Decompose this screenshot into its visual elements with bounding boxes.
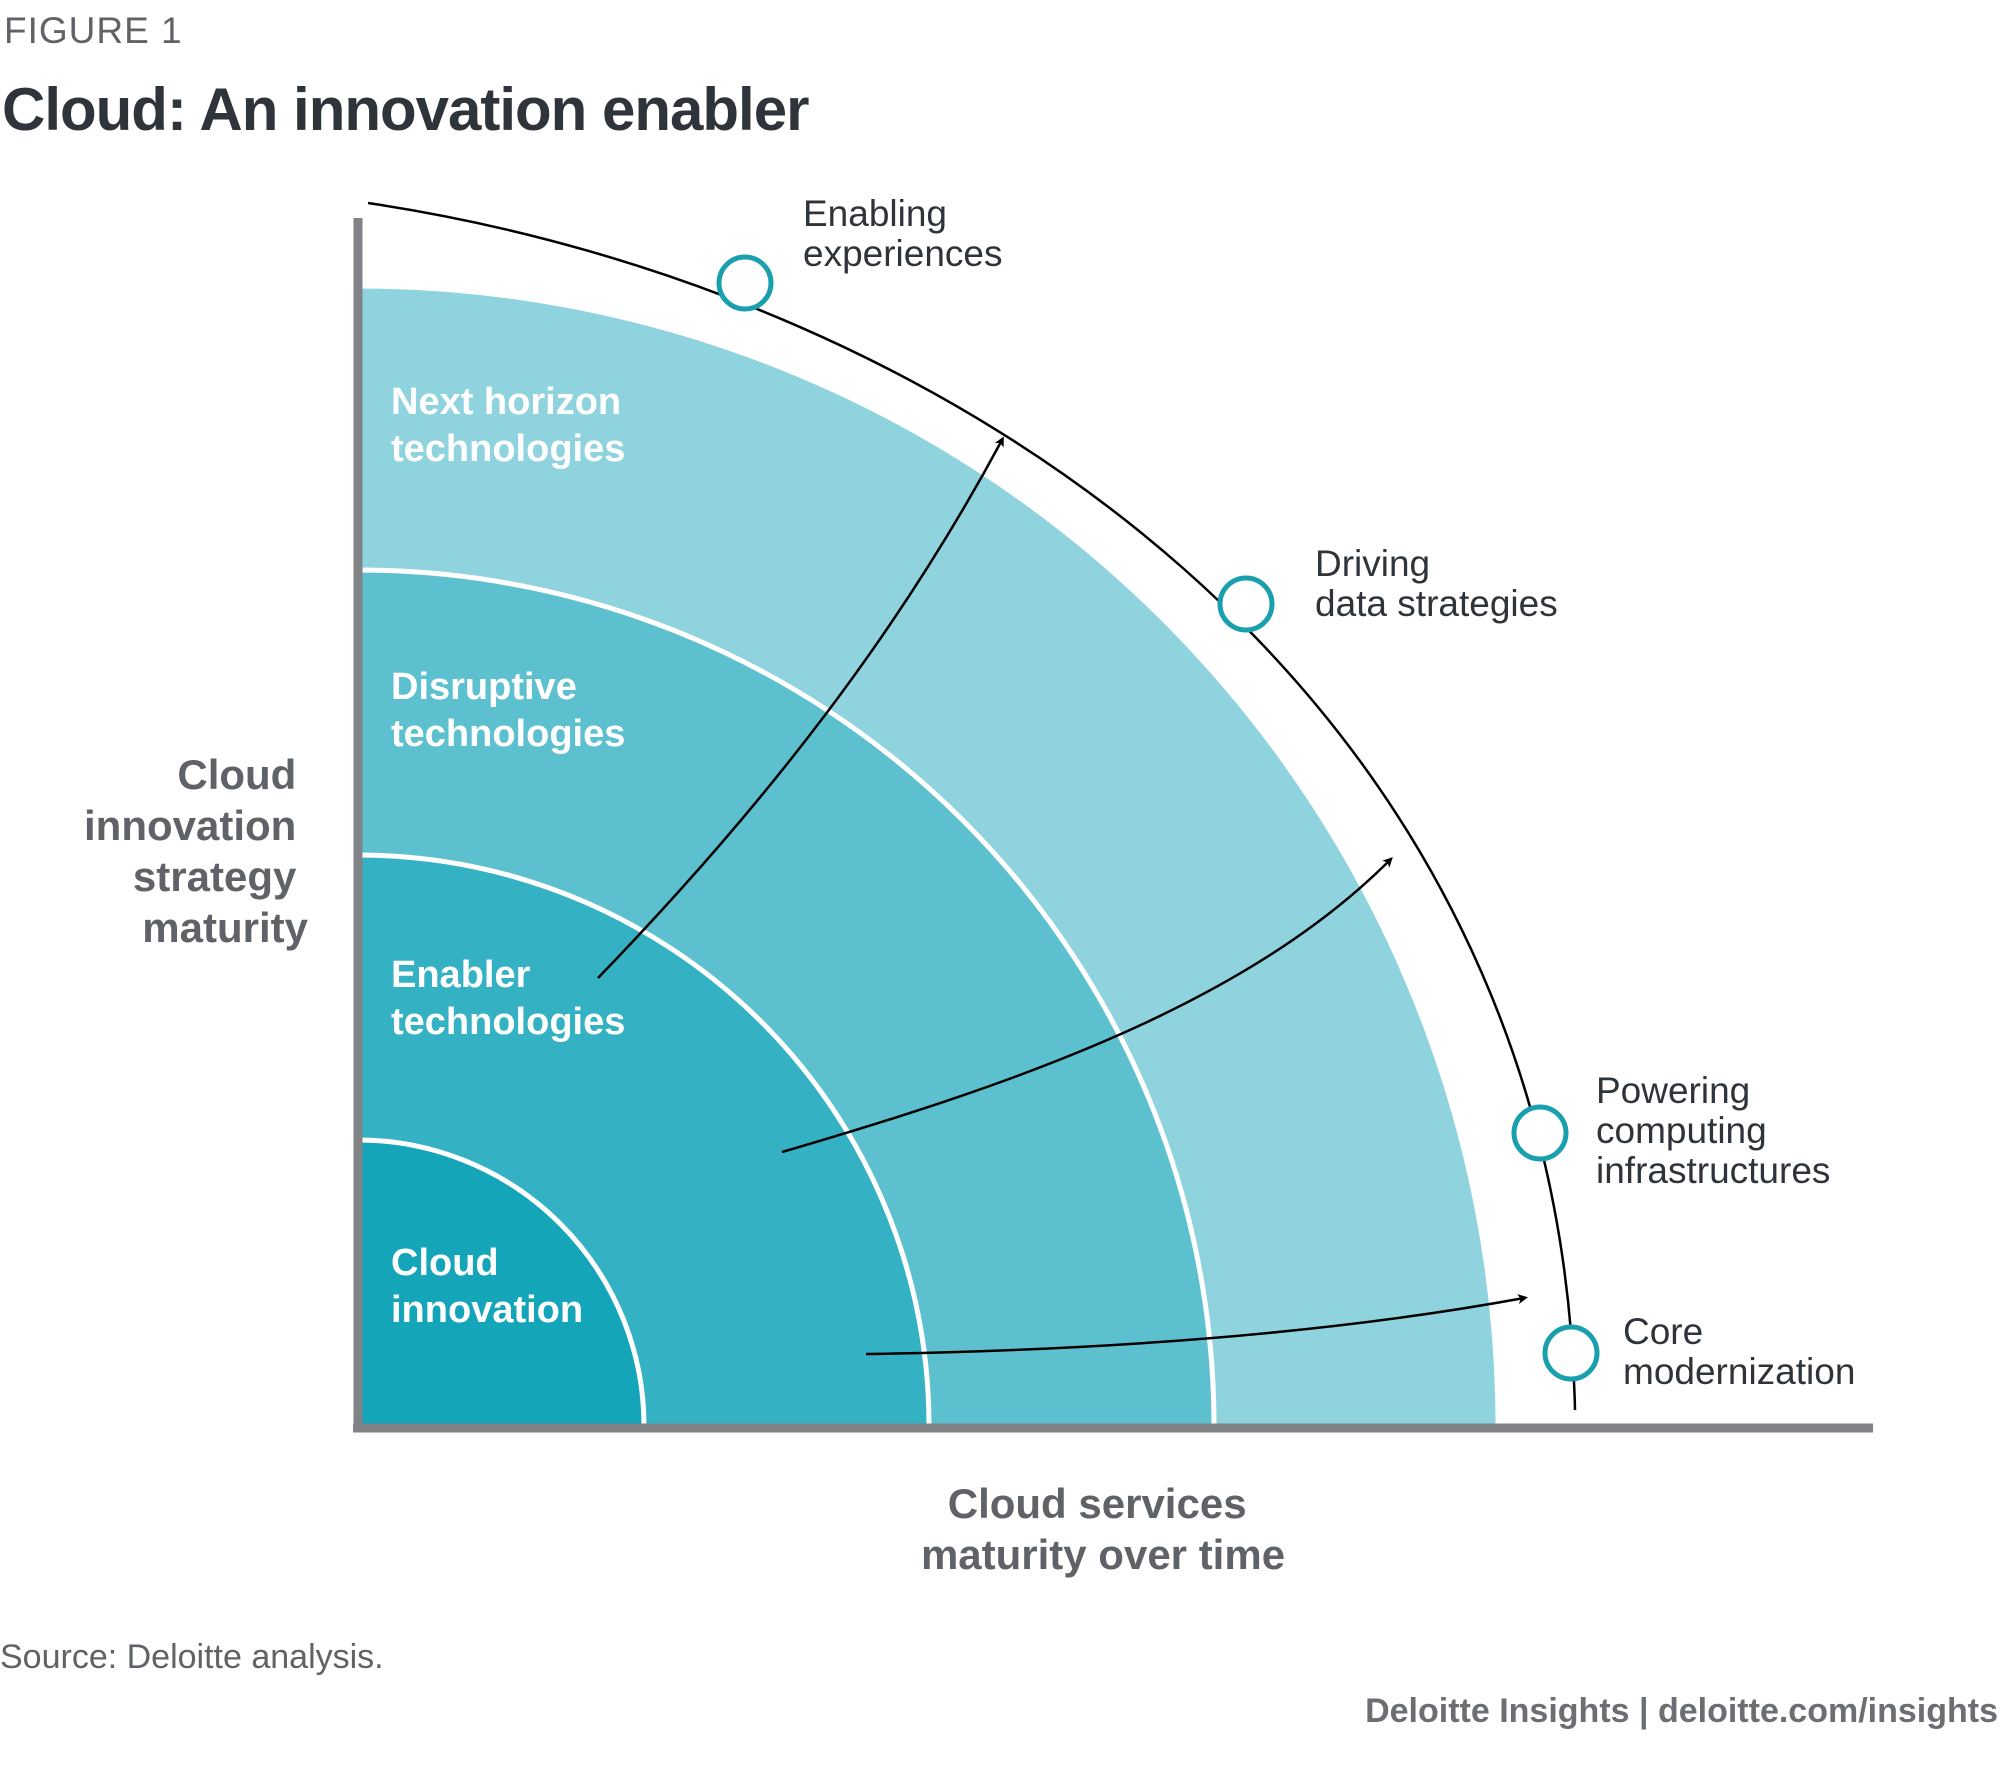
outcome-marker-driving-data-strategies <box>1217 575 1275 633</box>
ring-label-enabler: Enabler technologies <box>391 954 625 1043</box>
arrow-to-next-horizon <box>597 436 1004 979</box>
y-axis-title-line: maturity <box>142 904 308 951</box>
arrow-to-disruptive <box>781 857 1393 1154</box>
outcome-marker-enabling-experiences <box>716 254 774 312</box>
ring-label-line: technologies <box>391 428 625 470</box>
footer-brand: Deloitte Insights | deloitte.com/insight… <box>1365 1692 1998 1730</box>
ring-cloud-innovation <box>355 1137 647 1429</box>
outcome-marker-powering-infrastructures <box>1511 1104 1569 1162</box>
outcome-marker-core-modernization <box>1542 1324 1600 1382</box>
arrow-to-core <box>865 1294 1528 1356</box>
y-axis-title-line: strategy <box>133 853 297 900</box>
outcome-label-line: Enabling <box>803 193 947 234</box>
x-axis-title: Cloud services maturity over time <box>921 1480 1285 1578</box>
ring-label-line: Cloud <box>391 1242 499 1284</box>
y-axis-title-line: Cloud <box>177 751 296 798</box>
outcome-label-core-modernization: Core modernization <box>1623 1311 1855 1392</box>
ring-label-line: Disruptive <box>391 666 577 708</box>
x-axis-title-line: Cloud services <box>948 1480 1247 1527</box>
outcome-label-line: Powering <box>1596 1070 1750 1111</box>
ring-label-cloud-innovation: Cloud innovation <box>391 1242 583 1331</box>
ring-label-line: innovation <box>391 1289 583 1331</box>
outcome-label-enabling-experiences: Enabling experiences <box>803 193 1003 274</box>
ring-label-line: technologies <box>391 1001 625 1043</box>
outcome-label-line: computing <box>1596 1110 1767 1151</box>
ring-label-line: Enabler <box>391 954 531 996</box>
ring-label-disruptive: Disruptive technologies <box>391 666 625 755</box>
outcome-arc <box>367 201 1577 1411</box>
source-note: Source: Deloitte analysis. <box>0 1638 384 1676</box>
outcome-label-line: infrastructures <box>1596 1150 1830 1191</box>
outcome-label-line: experiences <box>803 233 1003 274</box>
ring-label-line: technologies <box>391 713 625 755</box>
figure-title: Cloud: An innovation enabler <box>2 76 809 143</box>
outcome-label-line: data strategies <box>1315 583 1558 624</box>
figure-label: FIGURE 1 <box>4 10 183 51</box>
ring-label-next-horizon: Next horizon technologies <box>391 381 632 470</box>
outcome-label-driving-data-strategies: Driving data strategies <box>1315 543 1558 624</box>
x-axis-title-line: maturity over time <box>921 1531 1285 1578</box>
y-axis-title-line: innovation <box>84 802 296 849</box>
y-axis-title: Cloud innovation strategy maturity <box>84 751 309 951</box>
outcome-label-line: Core <box>1623 1311 1703 1352</box>
outcome-label-line: modernization <box>1623 1351 1855 1392</box>
ring-label-line: Next horizon <box>391 381 621 423</box>
outcome-label-powering-infrastructures: Powering computing infrastructures <box>1596 1070 1830 1191</box>
outcome-label-line: Driving <box>1315 543 1430 584</box>
